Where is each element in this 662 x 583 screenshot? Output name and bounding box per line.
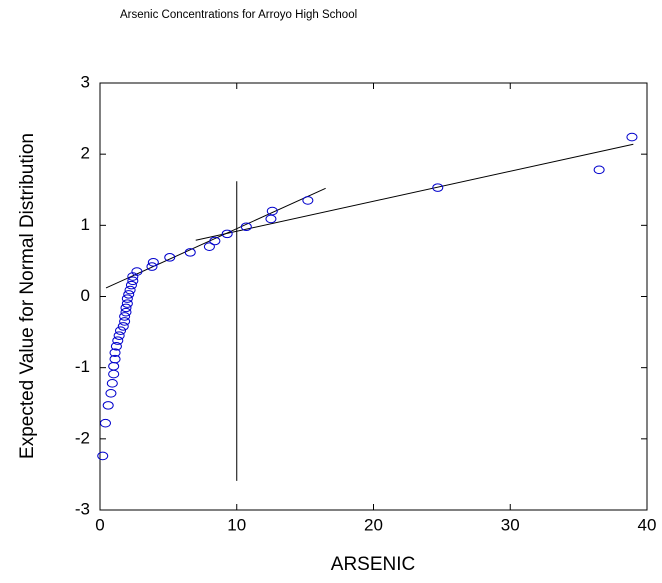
point bbox=[109, 348, 121, 358]
point bbox=[127, 272, 139, 281]
y-tick-label: 1 bbox=[81, 215, 90, 234]
point bbox=[626, 132, 638, 142]
point bbox=[147, 258, 159, 267]
point bbox=[221, 229, 233, 239]
point bbox=[302, 196, 314, 205]
y-tick-label: 3 bbox=[81, 72, 90, 91]
point bbox=[112, 336, 124, 345]
x-tick-label: 0 bbox=[95, 515, 104, 534]
chart-title: Arsenic Concentrations for Arroyo High S… bbox=[120, 9, 357, 21]
point bbox=[102, 401, 114, 410]
point bbox=[108, 361, 120, 371]
x-axis-label: ARSENIC bbox=[331, 554, 415, 575]
point bbox=[125, 280, 137, 290]
y-tick-label: -3 bbox=[75, 499, 90, 518]
point bbox=[240, 222, 252, 232]
y-tick-label: -1 bbox=[75, 357, 90, 376]
point bbox=[119, 312, 131, 321]
point bbox=[119, 317, 131, 326]
point bbox=[593, 165, 605, 175]
point bbox=[113, 331, 125, 340]
point bbox=[108, 369, 120, 379]
point bbox=[121, 299, 133, 308]
point bbox=[164, 253, 176, 262]
point bbox=[131, 267, 143, 276]
y-tick-label: -2 bbox=[75, 428, 90, 447]
point bbox=[124, 285, 136, 295]
point bbox=[106, 379, 118, 388]
point bbox=[105, 388, 117, 398]
point bbox=[127, 276, 139, 286]
point bbox=[109, 354, 121, 364]
y-tick-label: 0 bbox=[81, 286, 90, 305]
x-tick-label: 30 bbox=[501, 515, 520, 534]
fit-line bbox=[105, 187, 326, 289]
point bbox=[266, 206, 278, 216]
y-tick-label: 2 bbox=[81, 144, 90, 163]
point bbox=[97, 451, 109, 461]
x-tick-label: 10 bbox=[227, 515, 246, 534]
point bbox=[265, 214, 277, 224]
point bbox=[203, 242, 215, 251]
point bbox=[120, 303, 132, 313]
point bbox=[432, 183, 444, 192]
y-axis-label: Expected Value for Normal Distribution bbox=[17, 133, 38, 459]
point bbox=[99, 418, 111, 428]
point bbox=[115, 326, 127, 335]
fit-line bbox=[195, 143, 634, 241]
point bbox=[184, 248, 196, 257]
point bbox=[121, 294, 133, 303]
x-tick-label: 40 bbox=[638, 515, 657, 534]
x-tick-label: 20 bbox=[364, 515, 383, 534]
point bbox=[110, 342, 122, 351]
point bbox=[209, 236, 221, 246]
plot-frame bbox=[99, 82, 648, 511]
point bbox=[123, 290, 135, 299]
point bbox=[120, 307, 132, 317]
point bbox=[146, 262, 158, 271]
point bbox=[117, 322, 129, 331]
